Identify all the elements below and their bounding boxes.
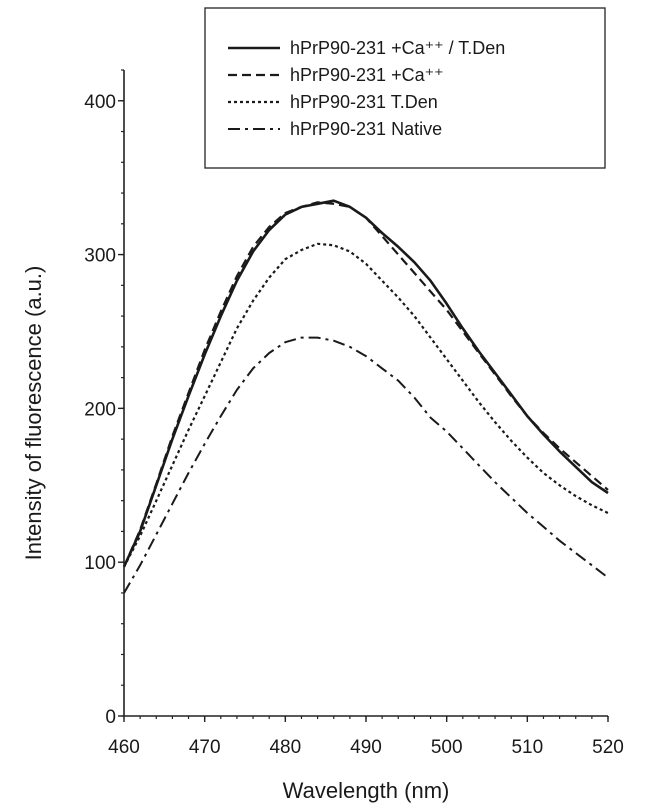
x-tick-label: 470 xyxy=(189,737,221,758)
x-tick-label: 460 xyxy=(108,737,140,758)
legend-label: hPrP90-231 T.Den xyxy=(290,92,438,112)
y-tick-label: 0 xyxy=(105,707,116,728)
x-tick-label: 520 xyxy=(592,737,624,758)
x-tick-label: 480 xyxy=(269,737,301,758)
y-tick-label: 100 xyxy=(84,553,116,574)
plot-area xyxy=(122,199,609,594)
series-line-4 xyxy=(123,336,609,594)
y-tick-label: 300 xyxy=(84,246,116,267)
y-tick-label: 200 xyxy=(84,399,116,420)
y-tick-label: 400 xyxy=(84,92,116,113)
legend-label: hPrP90-231 +Ca⁺⁺ xyxy=(290,65,444,85)
legend-label: hPrP90-231 Native xyxy=(290,119,442,139)
y-axis-title: Intensity of fluorescence (a.u.) xyxy=(21,266,46,561)
legend-box xyxy=(204,7,606,169)
x-tick-label: 510 xyxy=(511,737,543,758)
series-line-2 xyxy=(122,201,609,568)
series-line-1 xyxy=(122,199,609,568)
legend: hPrP90-231 +Ca⁺⁺ / T.Den hPrP90-231 +Ca⁺⁺… xyxy=(204,7,606,169)
series-line-3 xyxy=(123,242,609,568)
axes: 0 100 200 300 400 460 470 480 490 500 510 520 xyxy=(84,69,624,758)
x-tick-label: 500 xyxy=(431,737,463,758)
legend-label: hPrP90-231 +Ca⁺⁺ / T.Den xyxy=(290,38,505,58)
x-axis-title: Wavelength (nm) xyxy=(283,778,450,803)
x-tick-label: 490 xyxy=(350,737,382,758)
